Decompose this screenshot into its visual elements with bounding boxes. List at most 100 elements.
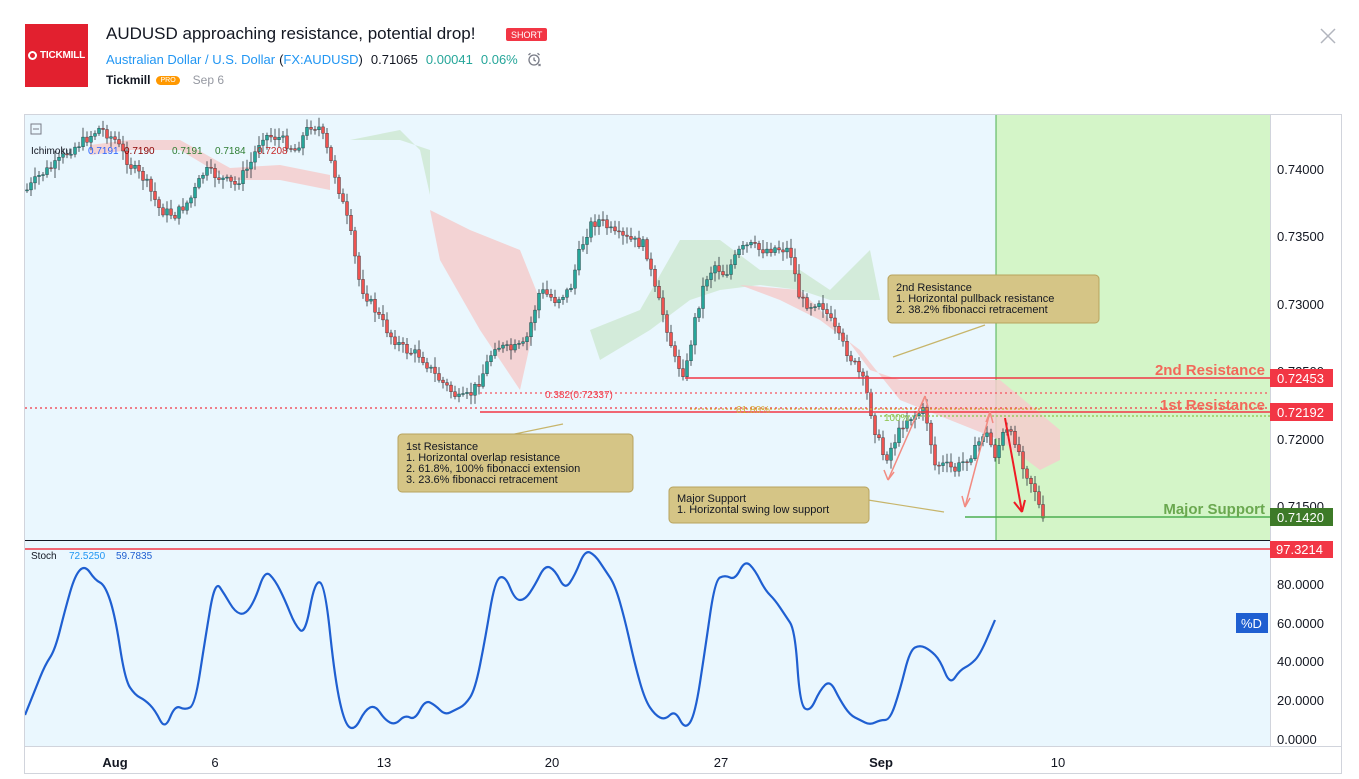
- candle-body: [929, 422, 933, 446]
- candle-body: [141, 170, 145, 181]
- pro-badge: PRO: [156, 75, 180, 85]
- candle-body: [617, 230, 621, 233]
- candle-body: [833, 317, 837, 327]
- candle-body: [493, 349, 497, 356]
- ichimoku-value-conversion: 0.7191: [88, 146, 119, 157]
- candle-body: [677, 356, 681, 369]
- candle-body: [69, 153, 73, 156]
- candle-body: [477, 384, 481, 387]
- note-pointer: [892, 324, 986, 358]
- author-link[interactable]: Tickmill: [106, 73, 151, 87]
- candle-body: [149, 178, 153, 192]
- stoch-d-value: 59.7835: [116, 551, 153, 562]
- candle-body: [133, 164, 137, 169]
- candle-body: [689, 344, 693, 362]
- swing-line-up-1: [887, 395, 926, 481]
- logo-text: TICKMILL: [39, 50, 86, 61]
- stoch-tick: 20.0000: [1277, 693, 1324, 708]
- candle-body: [197, 178, 201, 188]
- candle-body: [453, 391, 457, 397]
- candle-body: [505, 344, 509, 346]
- candle-body: [461, 393, 465, 395]
- candle-body: [933, 444, 937, 466]
- candle-body: [261, 139, 265, 146]
- price-axis[interactable]: 0.74000 0.73500 0.73000 0.72500 0.72000 …: [1277, 162, 1324, 514]
- candle-body: [285, 135, 289, 149]
- stoch-tag: 97.3214: [1270, 541, 1333, 558]
- stoch-tick: 0.0000: [1277, 732, 1317, 747]
- candle-body: [213, 168, 217, 178]
- stoch-tag-text: 97.3214: [1276, 542, 1323, 557]
- candle-body: [165, 208, 169, 216]
- candle-body: [877, 434, 881, 438]
- candle-body: [673, 345, 677, 357]
- price-tag-first-resistance: 0.72192: [1270, 403, 1333, 421]
- candle-body: [565, 289, 569, 298]
- candle-body: [749, 242, 753, 246]
- ticker-link[interactable]: FX:AUDUSD: [283, 51, 359, 67]
- candle-body: [533, 309, 537, 323]
- candle-body: [725, 274, 729, 276]
- stoch-label[interactable]: Stoch: [31, 551, 57, 562]
- publish-date: Sep 6: [192, 73, 224, 87]
- price-tag-bg: [1270, 403, 1333, 421]
- candle-body: [349, 215, 353, 232]
- note-first-resistance[interactable]: 1st Resistance 1. Horizontal overlap res…: [397, 423, 634, 493]
- note-major-support[interactable]: Major Support 1. Horizontal swing low su…: [668, 486, 945, 524]
- price-tick: 0.73500: [1277, 229, 1324, 244]
- candle-body: [217, 177, 221, 180]
- candle-body: [625, 234, 629, 237]
- idea-header: TICKMILL AUDUSD approaching resistance, …: [0, 0, 1359, 112]
- candle-body: [29, 182, 33, 191]
- candle-body: [485, 361, 489, 374]
- candle-body: [397, 342, 401, 345]
- candle-body: [481, 373, 485, 387]
- candle-body: [845, 341, 849, 356]
- candle-body: [621, 231, 625, 236]
- candle-body: [701, 285, 705, 309]
- alarm-clock-icon[interactable]: [526, 51, 542, 67]
- candle-body: [1025, 468, 1029, 479]
- candle-body: [37, 175, 41, 177]
- candle-body: [405, 344, 409, 354]
- arrow-head-up-1: [920, 395, 929, 408]
- close-icon[interactable]: [1318, 26, 1338, 46]
- candle-body: [669, 332, 673, 346]
- note-second-resistance[interactable]: 2nd Resistance 1. Horizontal pullback re…: [887, 274, 1100, 358]
- candle-body: [369, 299, 373, 302]
- candle-body: [385, 319, 389, 334]
- candle-body: [893, 442, 897, 449]
- note-line-2: 2. 38.2% fibonacci retracement: [896, 304, 1048, 316]
- tickmill-logo[interactable]: TICKMILL: [25, 24, 88, 87]
- candle-body: [661, 297, 665, 315]
- fib-382-label: 0.382(0.72337): [545, 390, 613, 401]
- candle-body: [957, 462, 961, 472]
- candle-body: [717, 265, 721, 272]
- candle-body: [89, 135, 93, 143]
- candle-body: [553, 297, 557, 303]
- candle-body: [293, 148, 297, 151]
- candle-body: [137, 164, 141, 172]
- short-badge: SHORT: [506, 28, 548, 41]
- ichimoku-label[interactable]: Ichimoku: [31, 146, 71, 157]
- stoch-axis[interactable]: 80.0000 60.0000 40.0000 20.0000 0.0000: [1277, 577, 1324, 747]
- collapse-pane-button[interactable]: [30, 123, 42, 135]
- candle-body: [693, 317, 697, 346]
- candle-body: [281, 135, 285, 138]
- candle-body: [257, 145, 261, 152]
- first-resistance-label: 1st Resistance: [1160, 397, 1265, 414]
- candle-body: [665, 314, 669, 333]
- candle-body: [517, 343, 521, 345]
- ichimoku-value-lagging: 0.7191: [172, 146, 203, 157]
- major-support-label: Major Support: [1163, 501, 1265, 518]
- candle-body: [541, 289, 545, 294]
- candle-body: [85, 136, 89, 143]
- symbol-name-link[interactable]: Australian Dollar / U.S. Dollar: [106, 51, 276, 67]
- candle-body: [325, 133, 329, 148]
- note-line-1: 1. Horizontal swing low support: [677, 504, 829, 516]
- time-axis[interactable]: Aug 6 13 20 27 Sep 10: [102, 755, 1065, 770]
- candlesticks: [25, 117, 1045, 522]
- candle-body: [237, 183, 241, 185]
- candle-body: [189, 197, 193, 204]
- candle-body: [313, 129, 317, 131]
